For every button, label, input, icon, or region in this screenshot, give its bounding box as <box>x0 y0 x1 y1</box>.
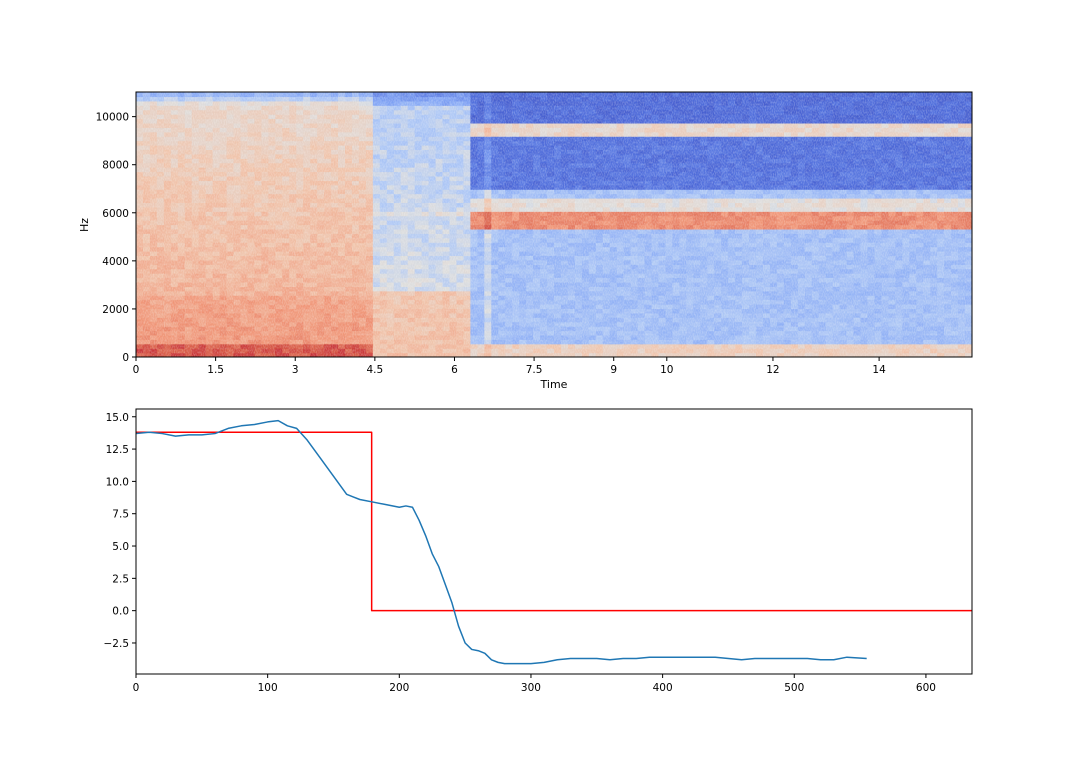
spectrogram-chart: 0 1.5 3 4.5 6 7.5 9 10 12 14 02000400060008000100… <box>78 91 973 391</box>
